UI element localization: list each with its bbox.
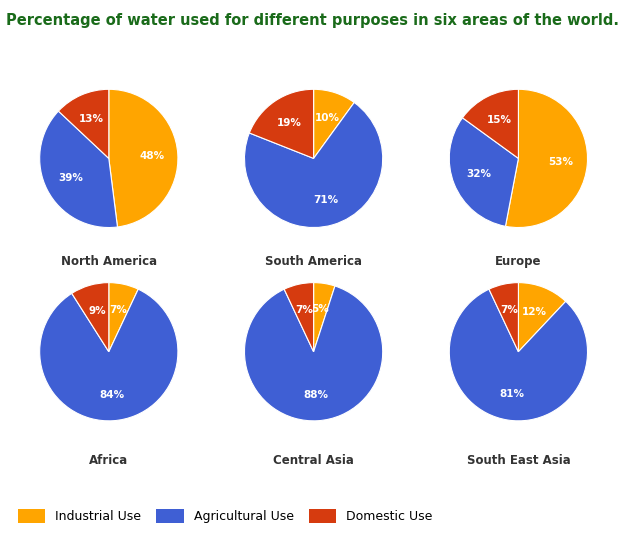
Wedge shape — [244, 103, 383, 228]
Wedge shape — [40, 111, 118, 228]
Wedge shape — [449, 118, 518, 226]
Text: 12%: 12% — [522, 307, 547, 317]
Text: 53%: 53% — [548, 157, 573, 168]
Text: 19%: 19% — [277, 118, 302, 128]
Wedge shape — [109, 282, 138, 352]
Text: 32%: 32% — [466, 169, 491, 179]
Text: 13%: 13% — [79, 114, 104, 124]
Wedge shape — [244, 286, 383, 421]
Wedge shape — [489, 282, 518, 352]
Text: 10%: 10% — [314, 113, 339, 122]
Text: Europe: Europe — [495, 255, 541, 268]
Text: Central Asia: Central Asia — [273, 454, 354, 467]
Wedge shape — [58, 89, 109, 158]
Text: North America: North America — [61, 255, 157, 268]
Text: South East Asia: South East Asia — [467, 454, 570, 467]
Text: 48%: 48% — [139, 151, 164, 161]
Wedge shape — [449, 289, 588, 421]
Wedge shape — [72, 282, 109, 352]
Text: 9%: 9% — [88, 306, 106, 316]
Text: 71%: 71% — [313, 194, 338, 205]
Wedge shape — [40, 289, 178, 421]
Legend: Industrial Use, Agricultural Use, Domestic Use: Industrial Use, Agricultural Use, Domest… — [13, 504, 438, 528]
Text: Percentage of water used for different purposes in six areas of the world.: Percentage of water used for different p… — [6, 13, 620, 28]
Text: 7%: 7% — [500, 305, 518, 315]
Text: 81%: 81% — [499, 389, 524, 399]
Text: South America: South America — [265, 255, 362, 268]
Wedge shape — [518, 282, 566, 352]
Wedge shape — [109, 89, 178, 227]
Text: 88%: 88% — [304, 389, 329, 400]
Wedge shape — [506, 89, 588, 228]
Text: 7%: 7% — [295, 305, 313, 315]
Wedge shape — [250, 89, 314, 158]
Wedge shape — [463, 89, 518, 158]
Text: 84%: 84% — [99, 389, 124, 400]
Text: Africa: Africa — [89, 454, 129, 467]
Text: 39%: 39% — [58, 173, 83, 183]
Wedge shape — [314, 89, 354, 158]
Wedge shape — [314, 282, 335, 352]
Wedge shape — [284, 282, 314, 352]
Text: 7%: 7% — [109, 305, 127, 315]
Text: 15%: 15% — [486, 115, 511, 125]
Text: 5%: 5% — [312, 304, 329, 314]
